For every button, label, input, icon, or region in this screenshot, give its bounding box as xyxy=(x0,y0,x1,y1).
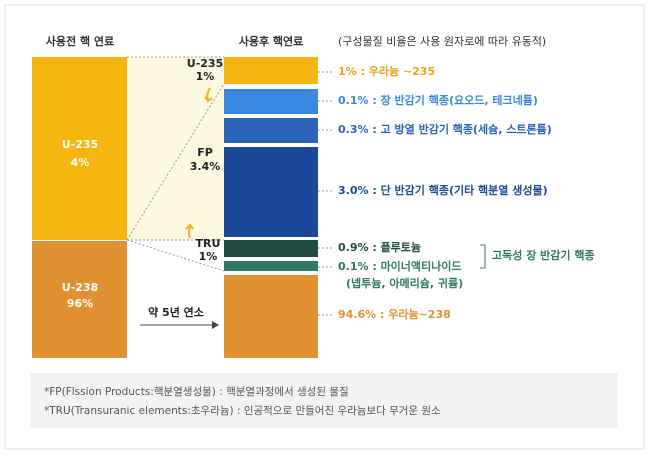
footnote: *TRU(Transuranic elements:초우라늄) : 인공적으로 … xyxy=(44,405,441,417)
header-after: 사용후 핵연료 xyxy=(239,34,304,48)
block-u235 xyxy=(32,57,127,240)
after-label: 1% : 우라늄 ~235 xyxy=(338,64,435,78)
leader-lines xyxy=(318,71,334,316)
block-label: U-235 xyxy=(62,138,98,151)
after-label: 0.1% : 마이너액티나이드 xyxy=(338,259,462,273)
after-label: 94.6% : 우라늄~238 xyxy=(338,307,451,321)
middle-share: 1% xyxy=(199,250,218,263)
after-label: (넵투늄, 아메리슘, 귀륨) xyxy=(346,276,463,290)
middle-share: 1% xyxy=(196,70,215,83)
header-note: (구성물질 비율은 사용 원자로에 따라 유동적) xyxy=(338,35,546,48)
group-label: 고독성 장 반감기 핵종 xyxy=(492,248,595,262)
block-after xyxy=(224,118,318,143)
block-share: 96% xyxy=(67,297,93,310)
footnote-box xyxy=(30,373,618,428)
after-label: 0.3% : 고 방열 반감기 핵종(세슘, 스트론튬) xyxy=(338,122,552,136)
block-after xyxy=(224,89,318,114)
block-u238 xyxy=(32,241,127,358)
middle-share: 3.4% xyxy=(190,160,221,173)
after-label: 3.0% : 단 반감기 핵종(기타 핵분열 생성물) xyxy=(338,183,548,197)
middle-label: FP xyxy=(197,146,213,159)
block-label: U-238 xyxy=(62,281,98,294)
middle-label: U-235 xyxy=(187,57,223,70)
after-label: 0.1% : 장 반감기 핵종(요오드, 테크네튬) xyxy=(338,93,538,107)
middle-label: TRU xyxy=(196,237,221,250)
block-after xyxy=(224,240,318,257)
after-label: 0.9% : 플루토늄 xyxy=(338,241,421,254)
arrow-icon xyxy=(204,87,213,103)
arrow-head xyxy=(212,321,219,329)
block-share: 4% xyxy=(71,156,90,169)
block-after xyxy=(224,261,318,271)
process-label: 약 5년 연소 xyxy=(148,305,204,319)
arrow-icon xyxy=(185,223,194,239)
header-before: 사용전 핵 연료 xyxy=(46,34,114,48)
block-after xyxy=(224,275,318,358)
footnote: *FP(Flssion Products:핵분열생성물) : 핵분열과정에서 생… xyxy=(44,386,349,398)
block-after xyxy=(224,57,318,84)
bracket xyxy=(480,244,486,269)
connector-lines xyxy=(126,56,225,272)
transition-area xyxy=(127,57,224,240)
block-after xyxy=(224,147,318,237)
